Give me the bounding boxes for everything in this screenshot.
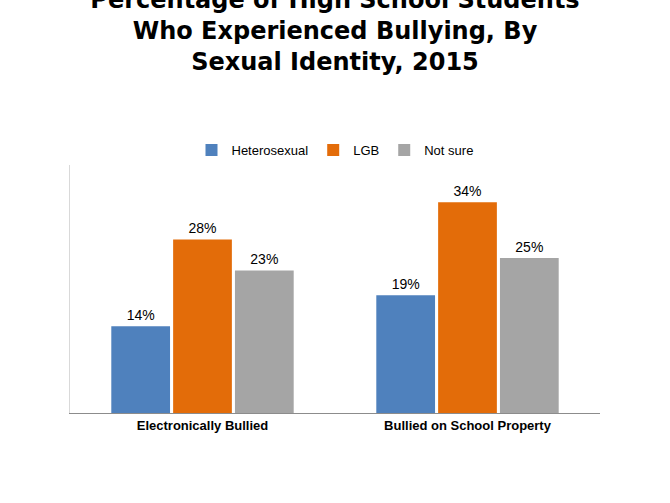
svg-text:19%: 19% <box>392 276 420 292</box>
svg-text:LGB: LGB <box>353 143 379 158</box>
svg-text:23%: 23% <box>250 251 278 267</box>
svg-text:34%: 34% <box>453 183 481 199</box>
svg-text:Heterosexual: Heterosexual <box>232 143 309 158</box>
svg-text:25%: 25% <box>515 239 543 255</box>
svg-text:Bullied on School Property: Bullied on School Property <box>384 418 552 433</box>
svg-text:14%: 14% <box>127 307 155 323</box>
svg-text:Not sure: Not sure <box>424 143 473 158</box>
svg-text:Percentage of High School Stud: Percentage of High School StudentsWho Ex… <box>90 0 579 76</box>
svg-text:28%: 28% <box>188 220 216 236</box>
svg-text:Electronically Bullied: Electronically Bullied <box>137 418 269 433</box>
